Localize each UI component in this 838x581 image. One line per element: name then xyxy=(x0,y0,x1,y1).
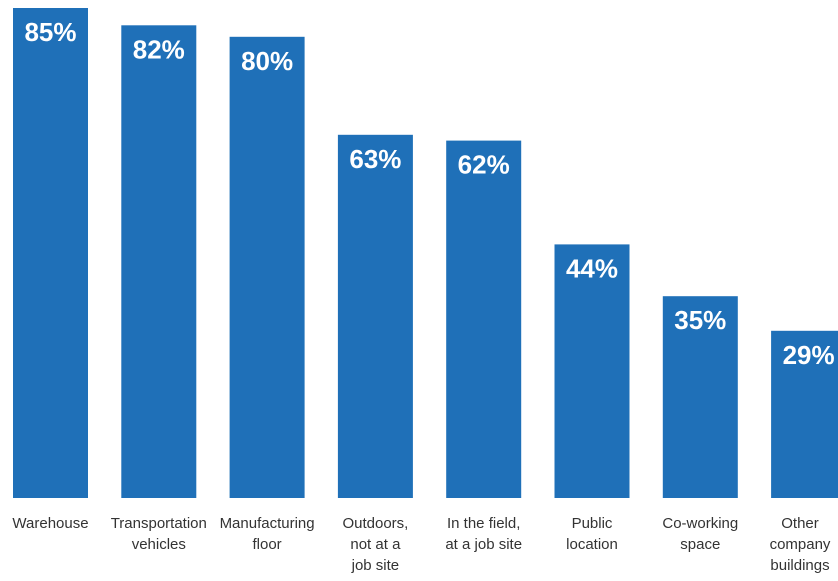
category-label-6: Public location xyxy=(566,515,618,553)
bar-8 xyxy=(771,330,838,498)
category-label-line: floor xyxy=(253,536,282,553)
category-label-line: location xyxy=(566,536,618,553)
bar-4 xyxy=(337,134,413,499)
category-label-line: job site xyxy=(351,557,400,574)
category-label-line: In the field, xyxy=(447,515,520,532)
bar-value-label-1: 85% xyxy=(24,17,76,47)
category-label-line: Transportation xyxy=(111,515,207,532)
category-label-2: Transportation vehicles xyxy=(111,515,207,553)
bar-5 xyxy=(446,140,522,498)
category-label-line: company xyxy=(770,536,831,553)
bar-value-label-4: 63% xyxy=(349,144,401,174)
category-label-8: Other company buildings xyxy=(770,515,831,574)
category-label-4: Outdoors, not at a job site xyxy=(342,515,408,574)
bar-value-label-5: 62% xyxy=(458,150,510,180)
category-label-5: In the field, at a job site xyxy=(445,515,522,553)
category-label-line: Outdoors, xyxy=(342,515,408,532)
category-label-line: Co-working xyxy=(662,515,738,532)
category-label-line: not at a xyxy=(350,536,401,553)
bar-value-label-2: 82% xyxy=(133,34,185,64)
category-label-line: Manufacturing xyxy=(220,515,315,532)
category-label-3: Manufacturing floor xyxy=(220,515,315,553)
bar-value-label-8: 29% xyxy=(783,340,835,370)
bar-3 xyxy=(229,36,305,499)
bar-6 xyxy=(554,244,630,498)
bar-value-label-3: 80% xyxy=(241,46,293,76)
bars-group xyxy=(13,8,838,499)
category-label-line: buildings xyxy=(770,557,829,574)
category-label-line: vehicles xyxy=(132,536,186,553)
bar-value-label-7: 35% xyxy=(674,305,726,335)
category-labels-group: Warehouse Transportation vehicles Manufactu… xyxy=(12,515,831,574)
bar-7 xyxy=(662,296,738,498)
bar-1 xyxy=(13,8,88,498)
category-label-1: Warehouse xyxy=(12,515,88,532)
category-label-line: Other xyxy=(781,515,819,532)
bar-value-label-6: 44% xyxy=(566,253,618,283)
category-label-line: space xyxy=(680,536,720,553)
category-label-7: Co-working space xyxy=(662,515,738,553)
value-labels-group: 85% 82% 80% 63% 62% 44% 35% 29% xyxy=(24,17,834,370)
bar-2 xyxy=(121,25,197,499)
category-label-line: at a job site xyxy=(445,536,522,553)
category-label-line: Warehouse xyxy=(12,515,88,532)
category-label-line: Public xyxy=(572,515,613,532)
